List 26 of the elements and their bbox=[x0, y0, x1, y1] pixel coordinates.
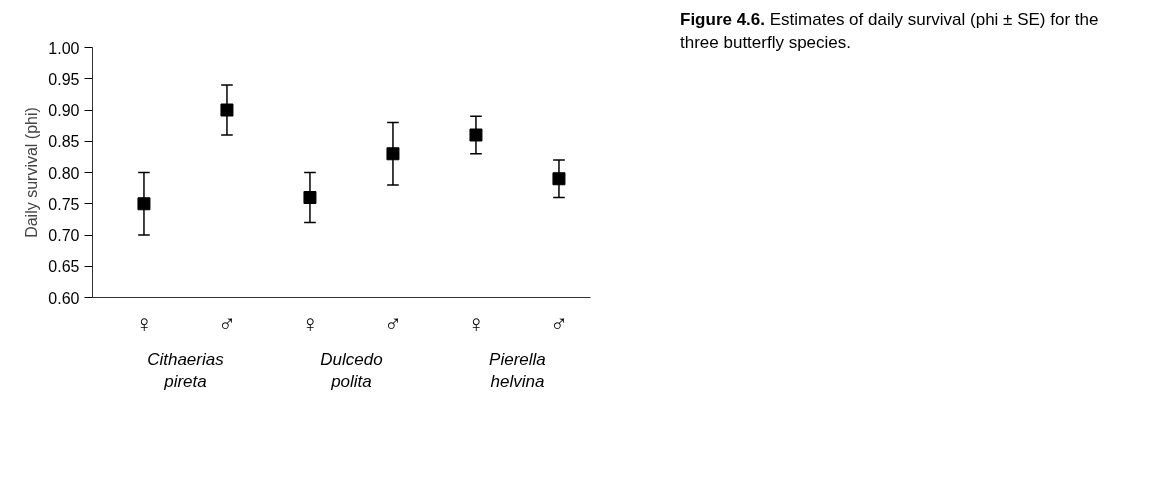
x-tick-label: ♂ bbox=[549, 309, 568, 337]
y-axis-title: Daily survival (phi) bbox=[23, 107, 41, 238]
x-tick-label: ♀ bbox=[300, 309, 319, 337]
text: Dulcedo polita bbox=[320, 349, 383, 392]
point bbox=[303, 191, 317, 204]
point bbox=[552, 172, 566, 186]
x-tick-label: ♂ bbox=[217, 309, 236, 337]
y-tick-label: 0.60 bbox=[48, 289, 80, 307]
x-tick-label: ♂ bbox=[383, 309, 402, 337]
y-tick-label: 1.00 bbox=[48, 39, 80, 57]
text: Cithaerias pireta bbox=[147, 349, 225, 392]
x-tick-label: ♀ bbox=[134, 309, 153, 337]
x-tick-label: ♀ bbox=[466, 309, 485, 337]
y-tick-label: 0.85 bbox=[48, 133, 80, 151]
text: Pierella helvina bbox=[489, 349, 546, 392]
y-tick-label: 0.80 bbox=[48, 164, 80, 182]
y-tick-label: 0.90 bbox=[48, 102, 80, 119]
y-tick-label: 0.70 bbox=[48, 227, 80, 244]
point bbox=[469, 128, 483, 142]
point bbox=[137, 197, 151, 211]
y-tick-label: 0.95 bbox=[48, 70, 80, 88]
y-tick-label: 0.65 bbox=[48, 258, 80, 276]
y-tick-label: 0.75 bbox=[48, 195, 80, 213]
point bbox=[220, 103, 234, 117]
text: Figure 4.6. bbox=[680, 10, 766, 29]
point bbox=[386, 147, 400, 161]
